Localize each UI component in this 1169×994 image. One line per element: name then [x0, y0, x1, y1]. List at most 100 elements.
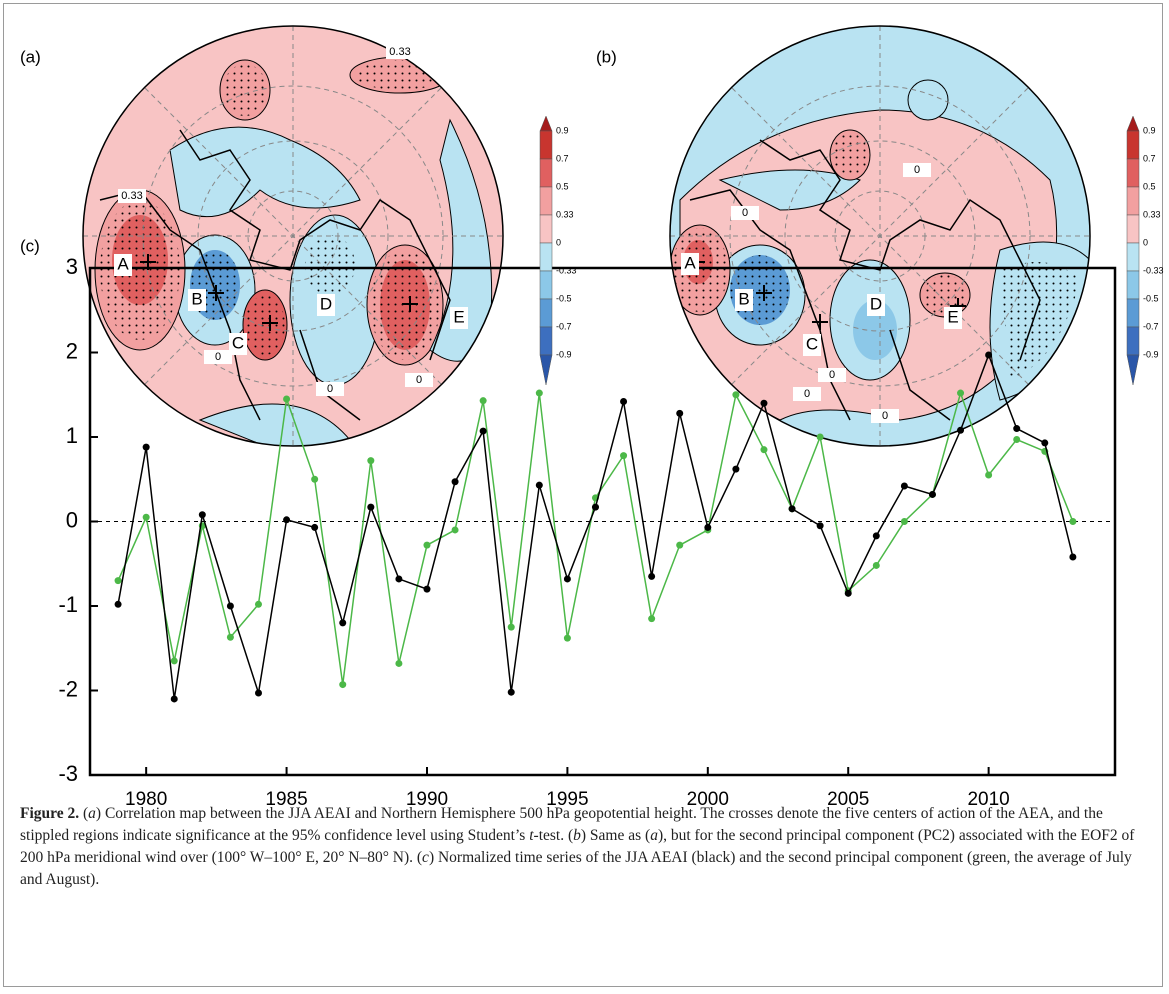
data-point	[395, 659, 403, 667]
data-point	[1041, 439, 1049, 447]
contour-label-bg	[871, 409, 899, 423]
contour-label: 0	[416, 374, 422, 386]
colorbar-swatch	[539, 270, 553, 300]
data-point	[423, 585, 431, 593]
data-point	[479, 427, 487, 435]
data-point	[760, 446, 768, 454]
colorbar-swatch	[1126, 214, 1140, 244]
colorbar-swatch	[1126, 186, 1140, 216]
data-point	[395, 575, 403, 583]
colorbar-swatch	[539, 186, 553, 216]
center-label-bg	[867, 294, 885, 316]
caption-run: a	[650, 827, 658, 844]
data-point	[451, 478, 459, 486]
caption-run: (	[79, 805, 89, 822]
center-label-bg	[681, 253, 699, 275]
center-label-bg	[229, 333, 247, 355]
x-tick-label: 2005	[827, 789, 869, 810]
colorbar-tick-label: 0.5	[556, 181, 569, 191]
center-label: A	[117, 254, 129, 273]
center-label: D	[870, 294, 882, 313]
colorbar-swatch	[539, 326, 553, 356]
caption-run: ) Same as (	[580, 827, 651, 844]
y-tick-label: 2	[66, 338, 78, 363]
contour-label-bg	[316, 382, 344, 396]
data-point	[732, 465, 740, 473]
contour-label: 0	[914, 164, 920, 176]
data-point	[872, 561, 880, 569]
data-point	[591, 503, 599, 511]
caption-run: t	[529, 827, 534, 844]
caption-run: Figure 2.	[20, 805, 80, 822]
data-point	[535, 481, 543, 489]
colorbar-swatch	[539, 130, 553, 160]
center-label: B	[191, 289, 202, 308]
data-point	[985, 351, 993, 359]
center-label: A	[684, 253, 696, 272]
colorbar-tick-label: 0.9	[1143, 125, 1156, 135]
caption-run: b	[573, 827, 581, 844]
data-point	[283, 395, 291, 403]
colorbar-swatch	[539, 214, 553, 244]
colorbar-tick-label: -0.7	[556, 321, 572, 331]
data-point	[620, 398, 628, 406]
data-point	[114, 600, 122, 608]
contour-label: 0	[327, 383, 333, 395]
colorbar-swatch	[1126, 298, 1140, 328]
contour-label-bg	[118, 189, 146, 203]
data-point	[226, 602, 234, 610]
data-point	[451, 526, 459, 534]
center-label-bg	[188, 289, 206, 311]
contour-label-bg	[731, 206, 759, 220]
contour-label-bg	[405, 373, 433, 387]
data-point	[367, 457, 375, 465]
center-label: C	[232, 333, 244, 352]
y-tick-label: 1	[66, 423, 78, 448]
y-tick-label: 3	[66, 254, 78, 279]
figure-frame	[3, 3, 1163, 987]
colorbar-swatch	[539, 298, 553, 328]
colorbar-swatch	[539, 242, 553, 272]
colorbar-end	[1126, 115, 1140, 132]
data-point	[226, 633, 234, 641]
colorbar-tick-label: 0.9	[556, 125, 569, 135]
x-tick-label: 1990	[406, 789, 448, 810]
data-point	[816, 522, 824, 530]
data-point	[142, 443, 150, 451]
caption: Figure 2. (a) Correlation map between th…	[20, 803, 1155, 891]
caption-run: -test. (	[533, 827, 574, 844]
data-point	[1013, 436, 1021, 444]
data-point	[198, 511, 206, 519]
data-point	[423, 541, 431, 549]
data-point	[1069, 553, 1077, 561]
data-point	[507, 623, 515, 631]
data-point	[114, 577, 122, 585]
colorbar-tick-label: 0.33	[556, 209, 574, 219]
colorbar-tick-label: 0	[1143, 237, 1148, 247]
data-point	[844, 589, 852, 597]
contour-label: 0	[829, 369, 835, 381]
x-tick-label: 2010	[967, 789, 1009, 810]
center-label: C	[806, 334, 818, 353]
data-point	[732, 391, 740, 399]
contour-label: 0	[882, 410, 888, 422]
colorbar-swatch	[1126, 270, 1140, 300]
y-tick-label: -2	[58, 676, 78, 701]
center-label-bg	[944, 307, 962, 329]
contour-label: 0	[804, 388, 810, 400]
colorbar-tick-label: 0	[556, 237, 561, 247]
data-point	[339, 681, 347, 689]
center-cross	[756, 285, 772, 301]
data-point	[900, 482, 908, 490]
data-point	[872, 532, 880, 540]
data-point	[900, 518, 908, 525]
center-cross	[262, 315, 278, 331]
center-label-bg	[803, 334, 821, 356]
colorbar-swatch	[1126, 158, 1140, 188]
colorbar-end	[539, 115, 553, 132]
center-label-bg	[317, 294, 335, 316]
colorbar-swatch	[1126, 326, 1140, 356]
center-label-bg	[735, 289, 753, 311]
caption-run: ) Normalized time series of the JJA AEAI…	[20, 849, 1132, 888]
map-a	[83, 26, 503, 446]
